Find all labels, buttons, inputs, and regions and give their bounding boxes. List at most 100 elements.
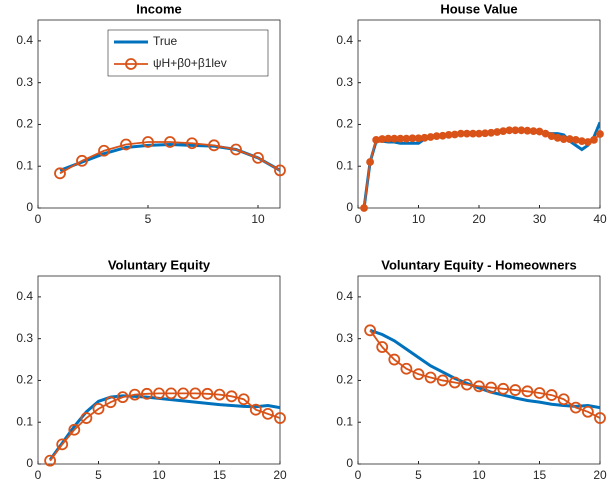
y-tick-label: 0.4	[16, 33, 33, 47]
marker	[460, 378, 473, 391]
x-tick-label: 20	[273, 468, 287, 482]
marker	[545, 389, 558, 401]
marker	[364, 324, 377, 337]
marker	[400, 362, 413, 375]
marker	[201, 387, 214, 400]
marker	[511, 126, 520, 135]
marker	[128, 388, 141, 401]
marker	[92, 402, 105, 415]
x-tick-label: 15	[213, 468, 227, 482]
marker	[189, 387, 202, 400]
marker	[414, 134, 423, 143]
marker	[388, 353, 401, 366]
marker	[438, 131, 447, 140]
marker	[571, 136, 580, 144]
marker	[444, 130, 453, 139]
y-tick-label: 0.4	[336, 289, 353, 303]
y-tick-label: 0	[346, 200, 353, 214]
marker	[481, 129, 489, 138]
x-tick-label: 10	[152, 468, 166, 482]
axes-box	[357, 19, 601, 209]
marker	[559, 135, 568, 143]
series-line	[369, 328, 600, 410]
x-tick-label: 0	[355, 212, 362, 226]
y-tick-label: 0.1	[336, 158, 353, 172]
x-tick-label: 0	[35, 212, 42, 226]
marker	[412, 368, 425, 381]
y-tick-label: 0.4	[336, 33, 353, 47]
marker	[186, 137, 198, 150]
marker	[104, 396, 117, 409]
marker	[230, 143, 242, 156]
marker	[54, 167, 66, 180]
marker	[378, 135, 387, 143]
marker	[497, 382, 510, 395]
legend-label: True	[153, 34, 178, 48]
marker	[80, 412, 93, 424]
x-tick-label: 15	[533, 468, 547, 482]
marker	[261, 407, 274, 420]
y-tick-label: 0.2	[16, 117, 33, 131]
marker	[165, 387, 178, 400]
marker	[164, 136, 176, 148]
legend-label: ψH+β0+β1lev	[153, 56, 227, 70]
marker	[432, 132, 441, 141]
marker	[68, 423, 81, 436]
marker	[376, 341, 389, 353]
marker	[436, 374, 449, 387]
marker	[116, 391, 129, 404]
marker	[396, 134, 405, 143]
marker	[523, 126, 532, 135]
marker	[408, 134, 417, 143]
y-tick-label: 0.2	[336, 373, 353, 387]
marker	[366, 158, 375, 166]
marker	[456, 129, 465, 138]
chart-title: House Value	[440, 1, 517, 16]
marker	[529, 127, 538, 136]
marker	[213, 388, 226, 401]
marker	[541, 129, 550, 138]
marker	[450, 130, 459, 139]
x-tick-label: 20	[472, 212, 486, 226]
marker	[177, 387, 190, 400]
marker	[402, 134, 411, 143]
series-line	[59, 142, 280, 172]
x-tick-label: 5	[415, 468, 422, 482]
legend-marker	[125, 58, 137, 70]
marker	[98, 144, 110, 157]
marker	[44, 454, 56, 467]
marker	[487, 128, 496, 137]
marker	[521, 385, 534, 398]
marker	[142, 136, 154, 148]
y-tick-label: 0.3	[16, 331, 33, 345]
marker	[390, 134, 399, 143]
marker	[535, 127, 544, 136]
axes-box	[357, 275, 601, 465]
marker	[76, 154, 88, 167]
marker	[485, 381, 498, 394]
marker	[252, 151, 264, 164]
y-tick-label: 0.3	[336, 75, 353, 89]
marker	[584, 138, 592, 146]
marker	[565, 135, 574, 143]
marker	[493, 128, 502, 136]
y-tick-label: 0.1	[16, 414, 33, 428]
series-line	[369, 329, 600, 419]
series-line	[48, 394, 280, 461]
series-line	[49, 392, 280, 462]
marker	[424, 371, 437, 384]
x-tick-label: 5	[145, 212, 152, 226]
marker	[153, 387, 165, 400]
marker	[384, 134, 393, 143]
marker	[249, 403, 262, 416]
y-tick-label: 0	[346, 456, 353, 470]
marker	[237, 393, 250, 406]
marker	[274, 412, 286, 424]
marker	[469, 129, 477, 138]
marker	[533, 387, 546, 399]
marker	[596, 130, 604, 138]
chart-title: Voluntary Equity	[108, 257, 211, 272]
marker	[517, 126, 526, 135]
marker	[56, 438, 69, 451]
axes-box	[37, 275, 281, 465]
